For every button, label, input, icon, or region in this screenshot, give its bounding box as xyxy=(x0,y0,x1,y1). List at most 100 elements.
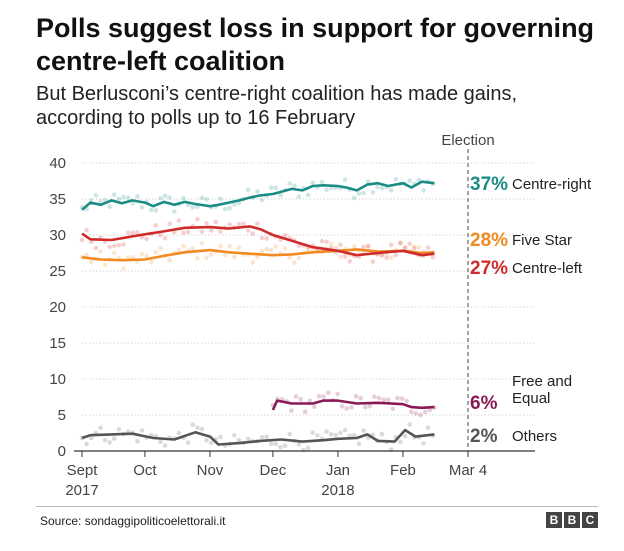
poll-dot xyxy=(204,197,209,202)
poll-dot xyxy=(342,254,348,259)
poll-dot xyxy=(312,404,317,410)
poll-dot xyxy=(402,245,408,250)
poll-dot xyxy=(342,177,348,182)
poll-dot xyxy=(296,255,302,261)
poll-dot xyxy=(121,194,126,200)
poll-dot xyxy=(407,241,413,247)
poll-dot xyxy=(268,441,274,447)
poll-dot xyxy=(232,433,237,438)
poll-dot xyxy=(176,248,182,253)
poll-dot xyxy=(236,221,242,227)
poll-dot xyxy=(181,243,186,249)
poll-dot xyxy=(339,404,345,409)
poll-dot xyxy=(365,245,371,250)
poll-dot xyxy=(315,433,320,438)
poll-dot xyxy=(333,432,339,438)
poll-dot xyxy=(399,396,405,401)
poll-dot xyxy=(241,221,246,227)
poll-dot xyxy=(319,179,325,185)
poll-dot xyxy=(324,429,329,434)
poll-dot xyxy=(398,240,403,246)
poll-dot xyxy=(386,397,391,403)
poll-dot xyxy=(365,243,371,249)
poll-dot xyxy=(328,241,334,247)
poll-dot xyxy=(356,441,362,447)
poll-dot xyxy=(98,199,103,204)
poll-dot xyxy=(367,403,373,409)
legend-label-others: Others xyxy=(512,428,557,445)
bbc-logo: B B C xyxy=(546,512,598,528)
poll-dot xyxy=(121,242,126,247)
poll-dot xyxy=(328,432,334,437)
poll-dot xyxy=(218,196,223,202)
poll-dot xyxy=(305,192,311,198)
x-tick-year-label: 2017 xyxy=(65,482,98,499)
poll-dot xyxy=(162,235,168,241)
poll-dot xyxy=(208,440,214,446)
poll-dot xyxy=(296,194,302,199)
poll-dot xyxy=(158,232,163,238)
poll-dot xyxy=(245,436,251,442)
poll-dot xyxy=(384,255,389,261)
poll-dot xyxy=(135,439,140,444)
poll-dot xyxy=(370,259,376,264)
poll-dot xyxy=(250,231,256,236)
poll-dot xyxy=(259,235,265,241)
poll-dot xyxy=(162,193,168,199)
legend-value-five-star: 28% xyxy=(470,230,508,251)
poll-dot xyxy=(407,422,413,427)
poll-dot xyxy=(421,441,426,446)
series-lines xyxy=(81,180,435,446)
poll-dot xyxy=(112,436,117,441)
poll-dot xyxy=(352,432,357,438)
poll-dot xyxy=(344,406,350,411)
source-note: Source: sondaggipoliticoelettorali.it xyxy=(40,514,226,528)
poll-dot xyxy=(245,228,251,233)
poll-dot xyxy=(112,192,117,197)
poll-dot xyxy=(204,220,209,226)
poll-dot xyxy=(338,242,343,248)
poll-dot xyxy=(190,205,196,210)
y-tick-label: 15 xyxy=(49,335,66,352)
poll-dot xyxy=(402,245,408,250)
y-tick-label: 40 xyxy=(49,155,66,172)
poll-dot xyxy=(172,209,177,214)
poll-dot xyxy=(282,246,288,251)
poll-dot xyxy=(88,239,94,245)
poll-dot xyxy=(158,439,163,445)
poll-dot xyxy=(218,243,223,249)
poll-dot xyxy=(93,192,99,198)
poll-dot xyxy=(398,439,403,445)
poll-dot xyxy=(287,431,293,437)
poll-dot xyxy=(310,430,316,435)
poll-dot xyxy=(301,447,306,453)
poll-dot xyxy=(148,259,154,265)
poll-dot xyxy=(116,427,122,432)
poll-dot xyxy=(245,187,251,193)
poll-dot xyxy=(361,428,366,434)
poll-dot xyxy=(135,229,140,235)
poll-dot xyxy=(404,398,410,404)
poll-dot xyxy=(93,245,99,251)
poll-dot xyxy=(116,196,122,202)
x-tick-label: Nov xyxy=(197,462,224,479)
poll-dot xyxy=(112,250,117,256)
poll-dot xyxy=(236,245,242,250)
poll-dot xyxy=(130,254,136,260)
x-tick-label: Feb xyxy=(390,462,416,479)
series-line-free-and-equal xyxy=(271,399,435,411)
poll-dot xyxy=(296,442,302,447)
poll-dot xyxy=(218,434,223,440)
poll-dot xyxy=(121,266,126,271)
poll-dot xyxy=(293,394,299,399)
poll-dot xyxy=(416,177,422,183)
poll-dot xyxy=(379,253,385,259)
poll-dot xyxy=(204,255,209,260)
poll-dot xyxy=(376,395,382,401)
y-tick-label: 35 xyxy=(49,191,66,208)
poll-dot xyxy=(116,243,122,248)
election-label: Election xyxy=(441,132,494,149)
y-tick-label: 10 xyxy=(49,371,66,388)
poll-dot xyxy=(199,195,205,201)
poll-dot xyxy=(250,260,256,265)
